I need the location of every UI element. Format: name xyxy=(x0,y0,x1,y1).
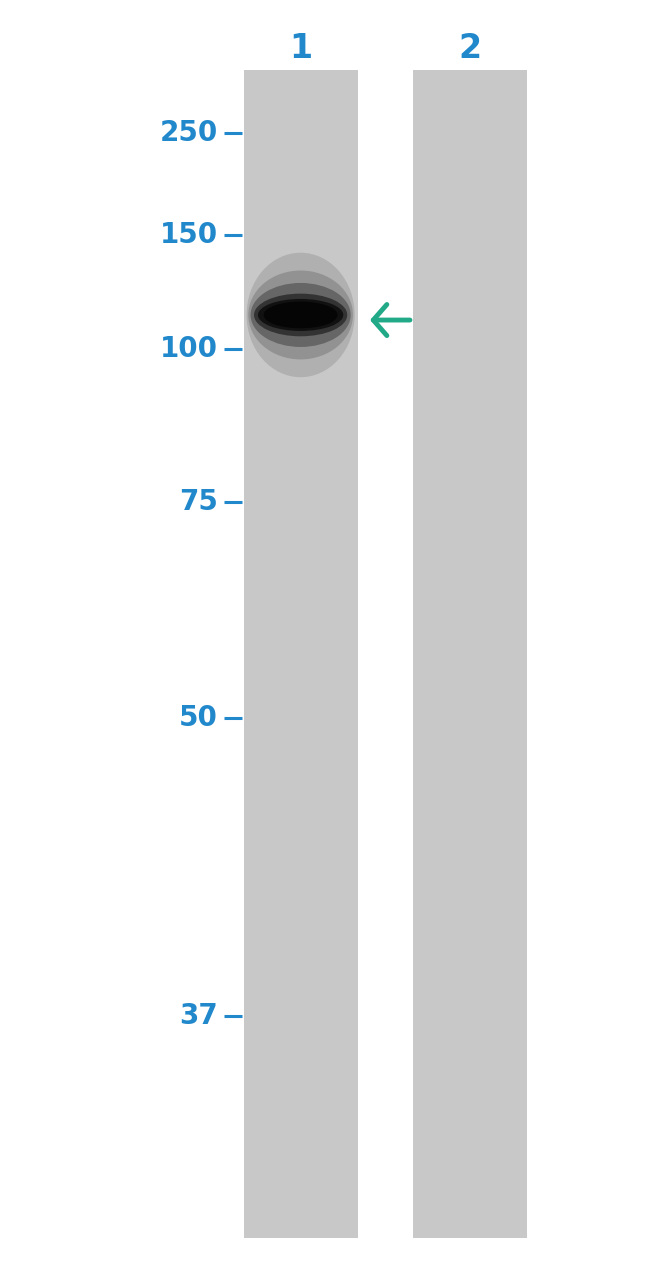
Bar xyxy=(413,70,526,1238)
Text: 2: 2 xyxy=(458,32,481,65)
Ellipse shape xyxy=(246,253,355,377)
Text: 1: 1 xyxy=(289,32,312,65)
Ellipse shape xyxy=(251,283,351,347)
Text: 37: 37 xyxy=(179,1002,218,1030)
Text: 50: 50 xyxy=(179,704,218,732)
Bar xyxy=(244,70,358,1238)
Text: 75: 75 xyxy=(179,488,218,516)
Ellipse shape xyxy=(248,271,353,359)
Ellipse shape xyxy=(254,293,347,337)
Text: 250: 250 xyxy=(159,119,218,147)
Ellipse shape xyxy=(264,302,337,329)
Text: 100: 100 xyxy=(160,335,218,363)
Ellipse shape xyxy=(258,298,343,331)
Text: 150: 150 xyxy=(160,221,218,249)
